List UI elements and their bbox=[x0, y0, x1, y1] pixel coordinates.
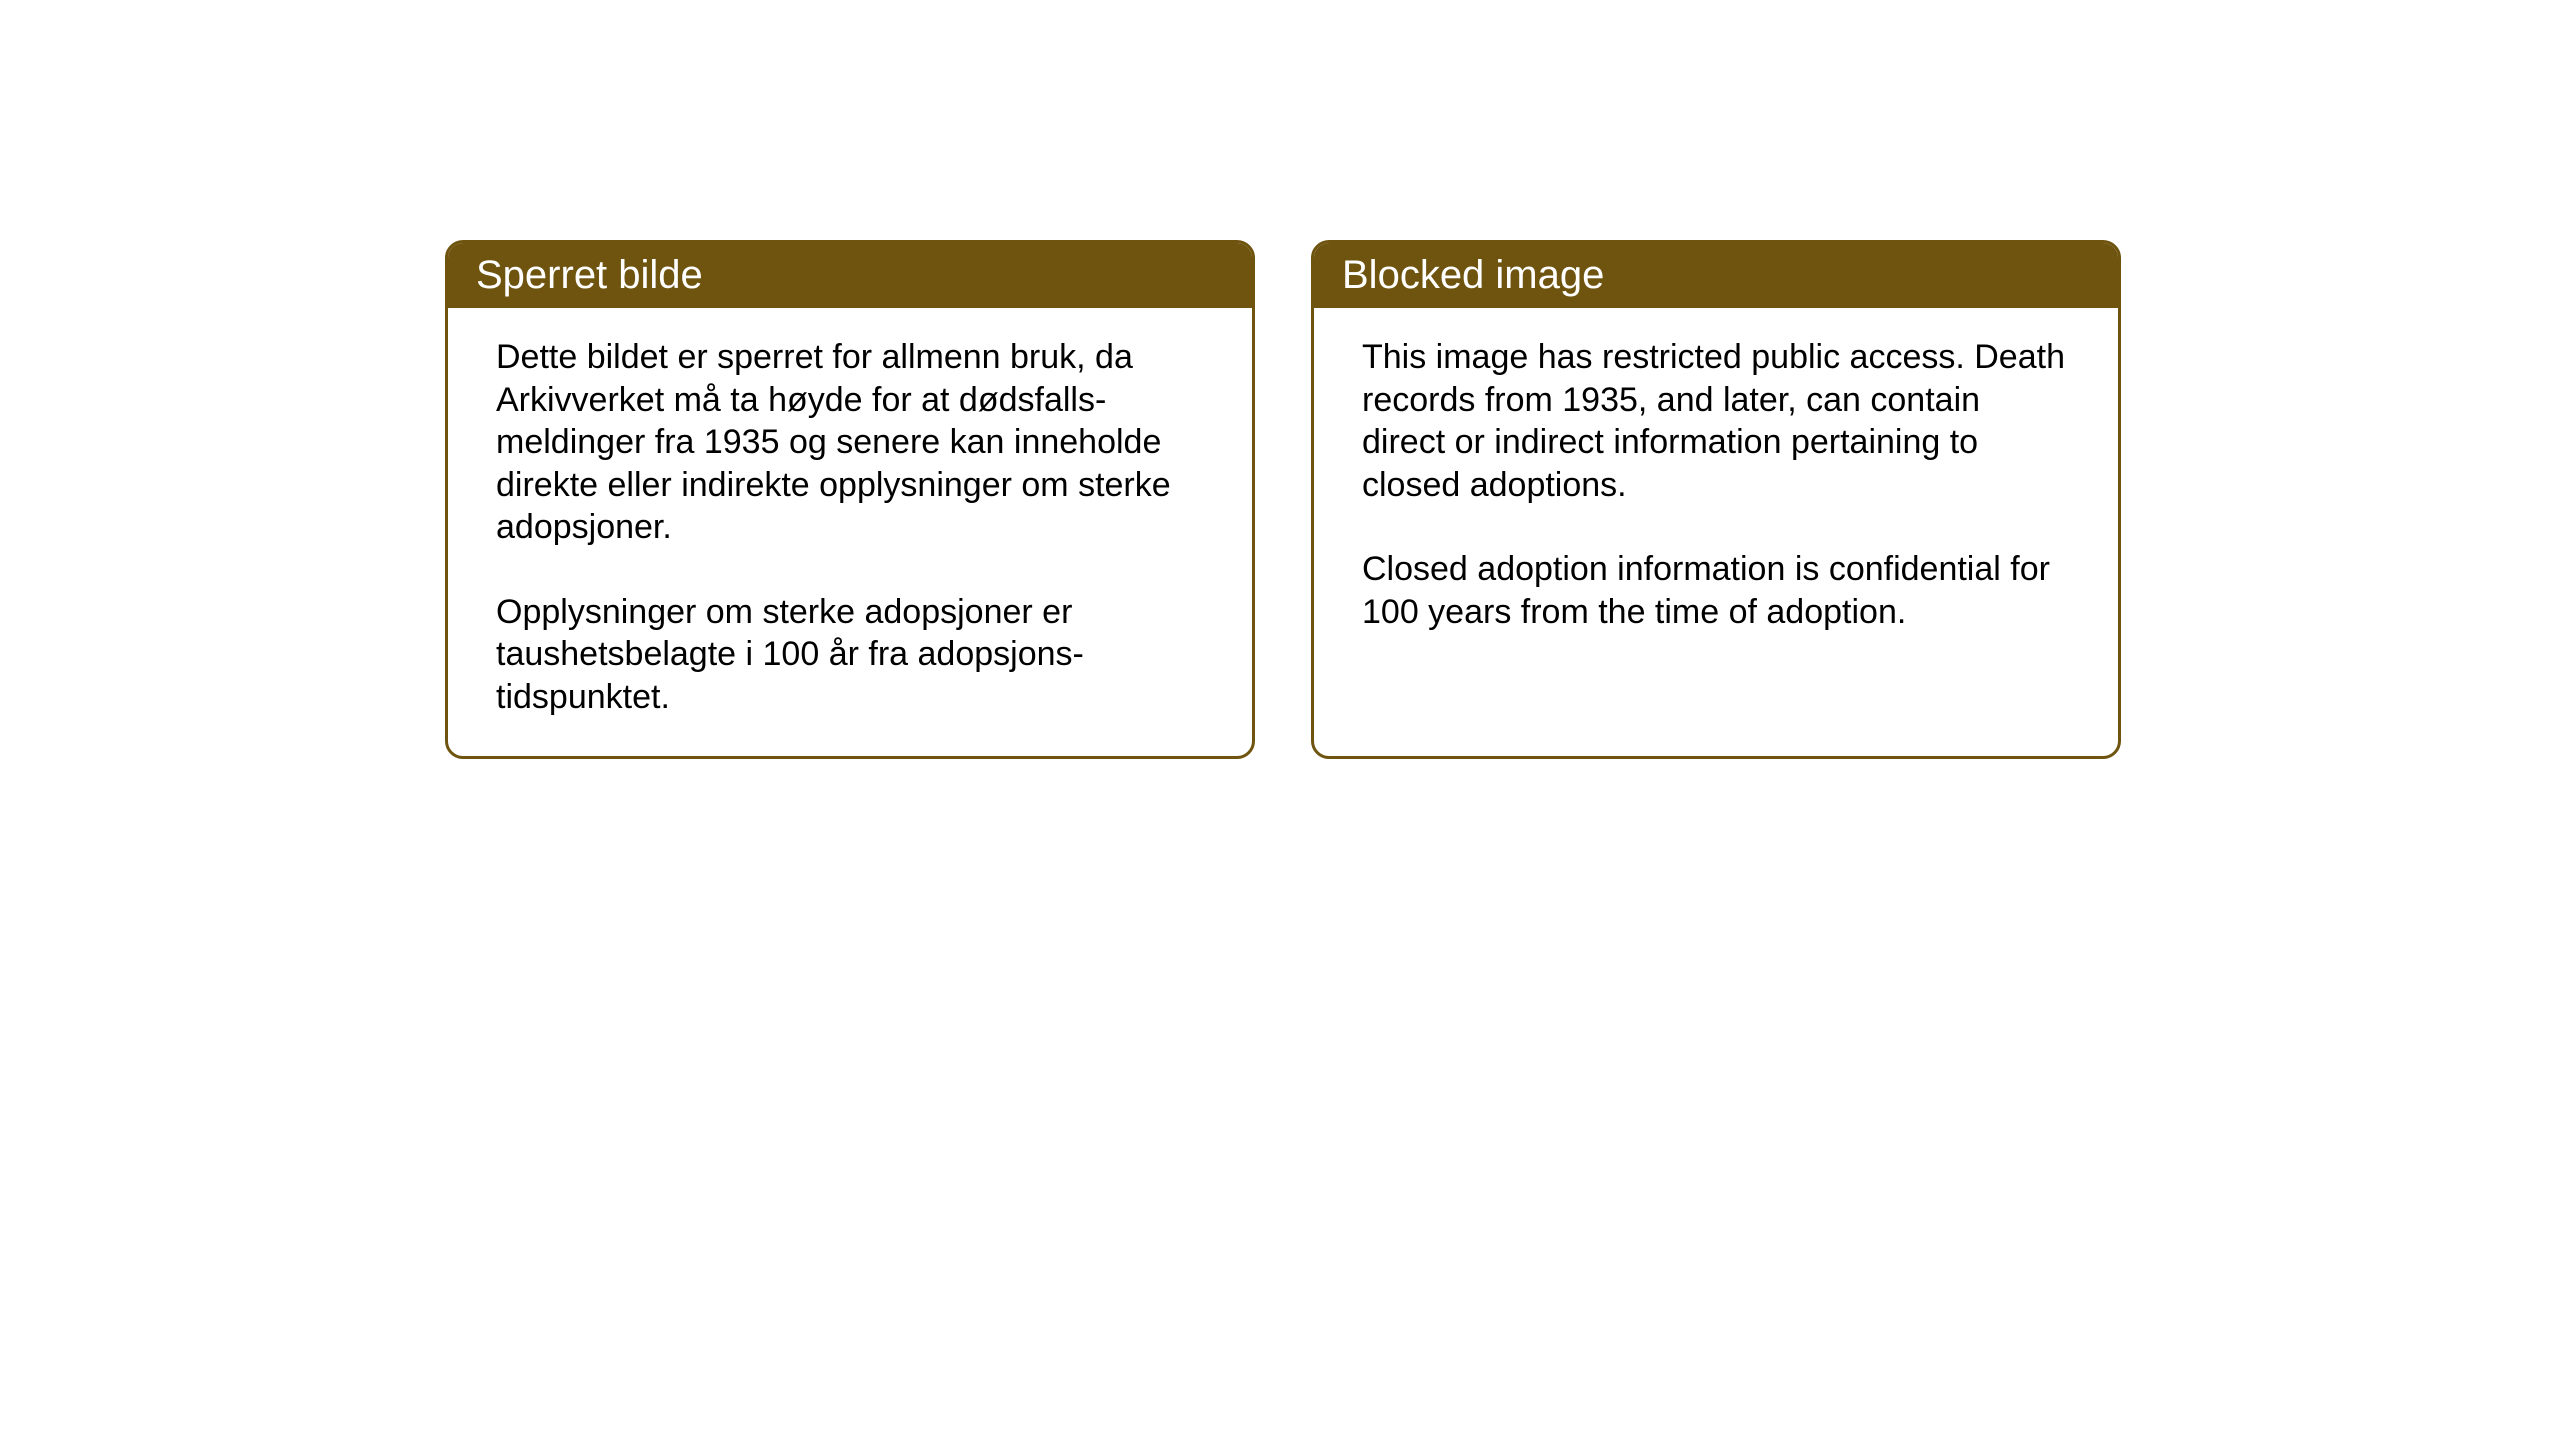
notice-cards-container: Sperret bilde Dette bildet er sperret fo… bbox=[445, 240, 2121, 759]
english-notice-card: Blocked image This image has restricted … bbox=[1311, 240, 2121, 759]
english-card-title: Blocked image bbox=[1342, 253, 1604, 297]
norwegian-notice-card: Sperret bilde Dette bildet er sperret fo… bbox=[445, 240, 1255, 759]
english-card-header: Blocked image bbox=[1314, 243, 2118, 308]
norwegian-card-header: Sperret bilde bbox=[448, 243, 1252, 308]
norwegian-paragraph-1: Dette bildet er sperret for allmenn bruk… bbox=[496, 336, 1204, 549]
norwegian-paragraph-2: Opplysninger om sterke adopsjoner er tau… bbox=[496, 591, 1204, 719]
norwegian-card-body: Dette bildet er sperret for allmenn bruk… bbox=[448, 308, 1252, 756]
english-card-body: This image has restricted public access.… bbox=[1314, 308, 2118, 753]
english-paragraph-2: Closed adoption information is confident… bbox=[1362, 548, 2070, 633]
norwegian-card-title: Sperret bilde bbox=[476, 253, 703, 297]
english-paragraph-1: This image has restricted public access.… bbox=[1362, 336, 2070, 506]
